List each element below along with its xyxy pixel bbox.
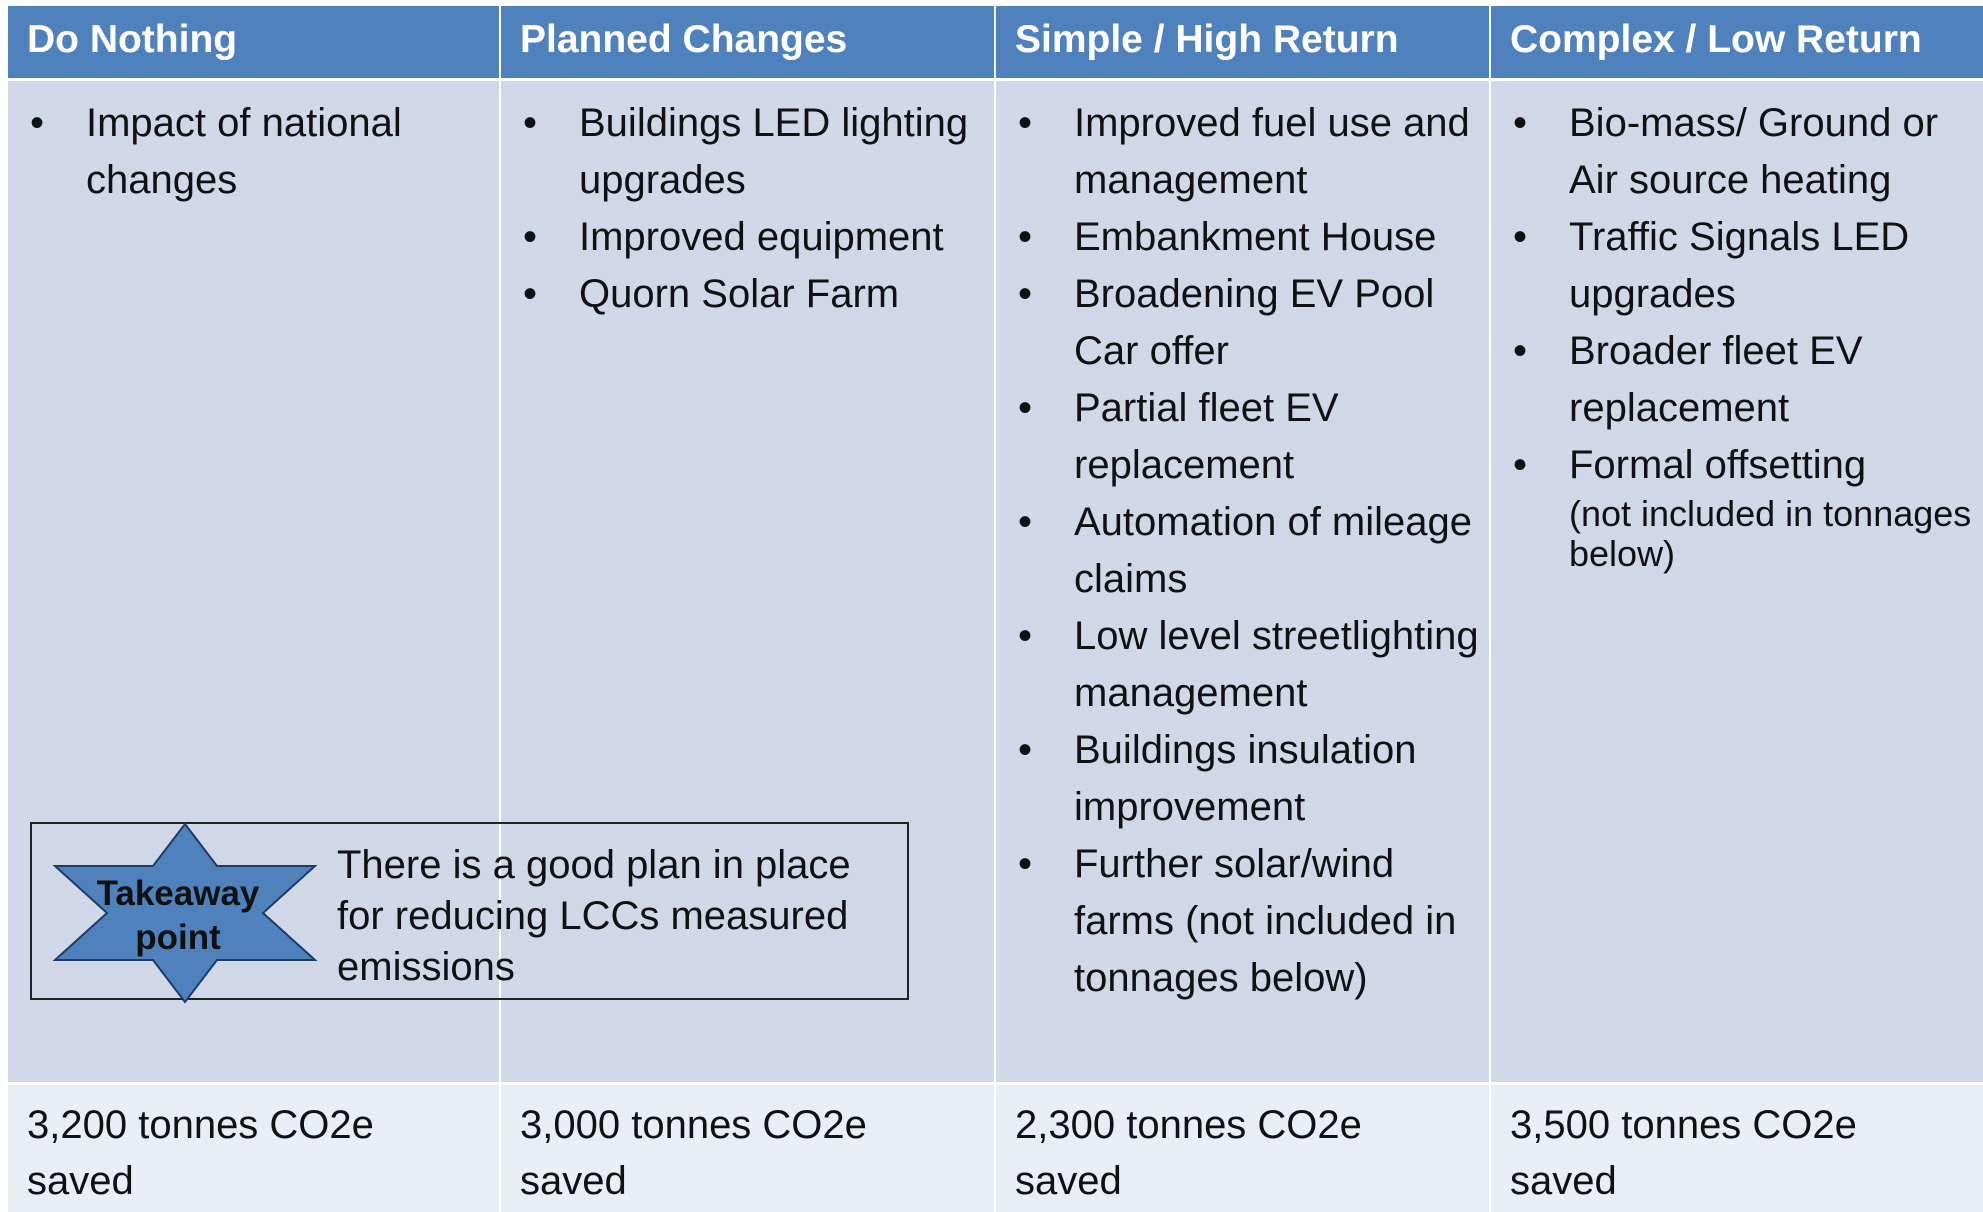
note: (not included in tonnages below) bbox=[1569, 493, 1972, 574]
bullet-item: Buildings LED lighting upgrades bbox=[501, 95, 984, 209]
column-body: Improved fuel use and managementEmbankme… bbox=[996, 81, 1489, 1082]
column-footer: 3,000 tonnes CO2e saved bbox=[501, 1085, 994, 1212]
bullet-item: Further solar/wind farms (not included i… bbox=[996, 836, 1479, 1007]
star-shape bbox=[52, 822, 318, 1004]
column-footer: 3,200 tonnes CO2e saved bbox=[8, 1085, 499, 1212]
bullet-item: Improved equipment bbox=[501, 209, 984, 266]
bullet-item: Buildings insulation improvement bbox=[996, 722, 1479, 836]
column-header: Do Nothing bbox=[8, 6, 499, 78]
badge: Takeaway point bbox=[96, 874, 260, 957]
column-header: Complex / Low Return bbox=[1491, 6, 1983, 78]
bullet-list: Improved fuel use and managementEmbankme… bbox=[996, 95, 1479, 1007]
column-header: Simple / High Return bbox=[996, 6, 1489, 78]
table: Do Nothing Planned Changes Simple / High R… bbox=[8, 6, 1983, 1212]
star bbox=[52, 822, 318, 1004]
column-footer: 2,300 tonnes CO2e saved bbox=[996, 1085, 1489, 1212]
bullet-list: Buildings LED lighting upgradesImproved … bbox=[501, 95, 984, 323]
bullet-item: Impact of national changes bbox=[8, 95, 489, 209]
bullet-item: Quorn Solar Farm bbox=[501, 266, 984, 323]
bullet-item: Traffic Signals LED upgrades bbox=[1491, 209, 1979, 323]
bullet-item: Partial fleet EV replacement bbox=[996, 380, 1479, 494]
bullet-item: Broader fleet EV replacement bbox=[1491, 323, 1979, 437]
bullet-item: Low level streetlighting management bbox=[996, 608, 1479, 722]
column-body: Bio-mass/ Ground or Air source heatingTr… bbox=[1491, 81, 1983, 1082]
bullet-item: Automation of mileage claims bbox=[996, 494, 1479, 608]
bullet-item: Improved fuel use and management bbox=[996, 95, 1479, 209]
bullet-item: Bio-mass/ Ground or Air source heating bbox=[1491, 95, 1979, 209]
bullet-list: Impact of national changes bbox=[8, 95, 489, 209]
bullet-list: Bio-mass/ Ground or Air source heatingTr… bbox=[1491, 95, 1979, 494]
bullet-item: Embankment House bbox=[996, 209, 1479, 266]
takeaway-text: There is a good plan in place for reduci… bbox=[337, 843, 851, 989]
column-body: Buildings LED lighting upgradesImproved … bbox=[501, 81, 994, 1082]
bullet-item: Formal offsetting bbox=[1491, 437, 1979, 494]
bullet-item: Broadening EV Pool Car offer bbox=[996, 266, 1479, 380]
column-footer: 3,500 tonnes CO2e saved bbox=[1491, 1085, 1983, 1212]
takeaway-box: Takeaway point There is a good plan in p… bbox=[30, 822, 909, 1004]
column-header: Planned Changes bbox=[501, 6, 994, 78]
